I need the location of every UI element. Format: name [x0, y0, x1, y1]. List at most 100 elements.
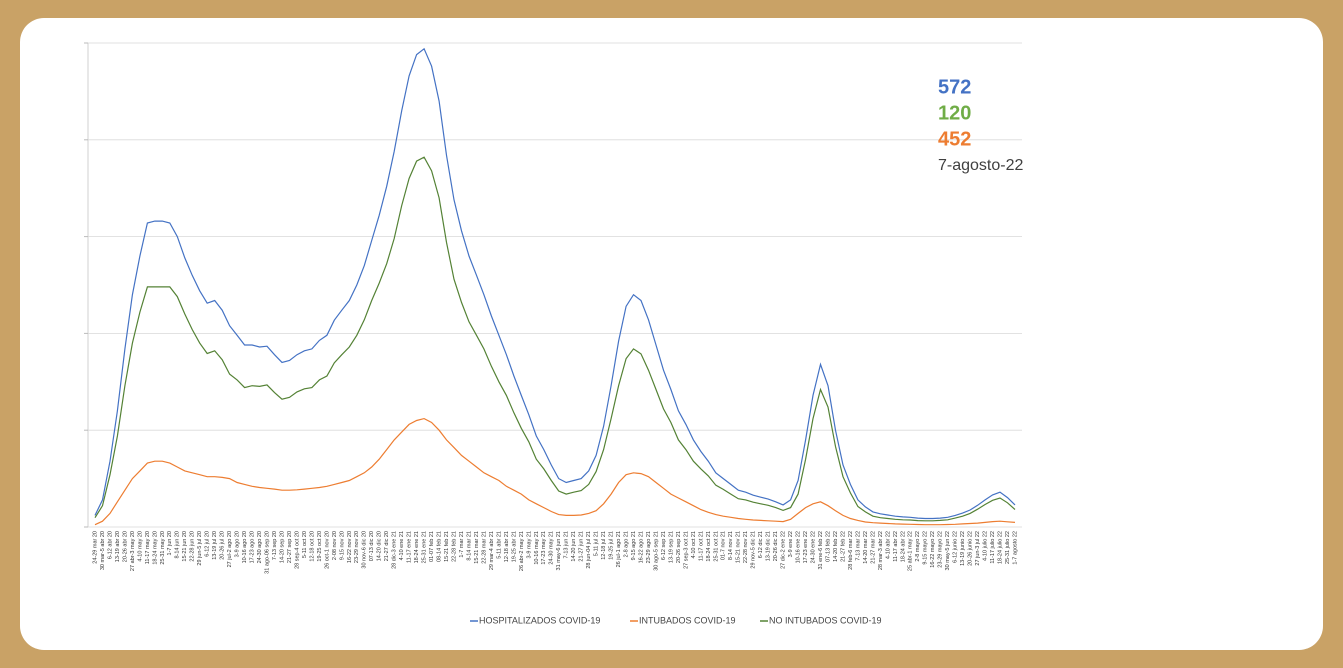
- x-tick-label: 18-24 abr 22: [900, 531, 906, 562]
- x-tick-label: 11-17 may 20: [145, 531, 151, 564]
- latest-value: 452: [938, 128, 971, 150]
- x-tick-label: 21-27 dic 20: [384, 531, 390, 561]
- x-tick-label: 19-25 jul 21: [609, 531, 615, 560]
- x-tick-label: 22-28 feb 21: [451, 531, 457, 562]
- x-tick-label: 21-27 mar 22: [870, 531, 876, 564]
- x-tick-label: 21-27 sep 20: [287, 531, 293, 563]
- legend-label: HOSPITALIZADOS COVID-19: [479, 615, 600, 625]
- x-tick-label: 4-10 abr 22: [885, 531, 891, 559]
- x-tick-label: 26 jul-1 ago 21: [616, 531, 622, 567]
- chart-panel: [20, 18, 1323, 650]
- x-tick-label: 8-14 jun 20: [175, 531, 181, 559]
- x-tick-label: 01-7 nov 21: [721, 531, 727, 560]
- x-tick-label: 2-8 ago 21: [624, 531, 630, 557]
- x-tick-label: 5-11 abr 21: [496, 531, 502, 559]
- x-tick-label: 22-28 jun 20: [190, 531, 196, 562]
- x-tick-label: 30 ago-5 sep 21: [653, 531, 659, 571]
- x-tick-label: 21-27 jun 21: [579, 531, 585, 562]
- x-tick-label: 16-22 ago 21: [638, 531, 644, 563]
- x-tick-label: 25-31 may 20: [160, 531, 166, 565]
- x-tick-label: 11-17 ene 21: [407, 531, 413, 563]
- x-tick-label: 20-26 jul 20: [220, 531, 226, 560]
- x-tick-label: 12-18 jul 21: [601, 531, 607, 560]
- x-tick-label: 13-19 sep 21: [668, 531, 674, 563]
- x-tick-label: 08-14 feb 21: [437, 531, 443, 562]
- x-tick-label: 11-17 abr 22: [893, 531, 899, 562]
- x-tick-label: 13-19 abr 20: [115, 531, 121, 562]
- x-tick-label: 19-25 oct 20: [317, 531, 323, 562]
- x-tick-label: 20-26 dic 21: [773, 531, 779, 561]
- series-line: [94, 156, 1016, 522]
- x-tick-label: 15-21 jun 20: [182, 531, 188, 562]
- x-tick-label: 8-14 nov 21: [728, 531, 734, 560]
- x-tick-label: 30 nov-6 dic 20: [362, 531, 368, 569]
- x-tick-label: 24-29 mar 20: [92, 531, 98, 564]
- x-tick-label: 13-19 jul 20: [212, 531, 218, 560]
- x-tick-label: 24-30 ene 22: [811, 531, 817, 563]
- x-tick-label: 14-20 dic 20: [377, 531, 383, 561]
- x-tick-label: 29 jun-5 jul 20: [197, 531, 203, 566]
- x-tick-label: 1-7 agosto 22: [1012, 531, 1018, 565]
- x-tick-label: 17-23 ago 20: [250, 531, 256, 563]
- x-tick-label: 29 nov-5 dic 21: [751, 531, 757, 569]
- x-tick-label: 4-10 may 20: [137, 531, 143, 562]
- x-tick-label: 16-22 nov 20: [347, 531, 353, 563]
- x-tick-label: 25 abr-1 may 22: [908, 531, 914, 571]
- x-tick-label: 12-18 abr 21: [504, 531, 510, 562]
- x-tick-label: 15-21 feb 21: [444, 531, 450, 562]
- x-tick-label: 31 may-6 jun 21: [556, 531, 562, 570]
- x-tick-label: 7-13 mar 22: [855, 531, 861, 561]
- x-tick-label: 15-21 nov 21: [736, 531, 742, 563]
- x-tick-label: 17-23 may 21: [541, 531, 547, 565]
- x-tick-label: 31 ene-6 feb 22: [818, 531, 824, 570]
- x-tick-label: 10-16 ene 22: [796, 531, 802, 563]
- x-tick-label: 18-24 may 20: [152, 531, 158, 565]
- x-tick-label: 27 jul-2 ago 20: [227, 531, 233, 567]
- x-tick-label: 17-23 ene 22: [803, 531, 809, 563]
- x-tick-label: 27 abr-3 may 20: [130, 531, 136, 571]
- x-tick-label: 14-20 sep 20: [279, 531, 285, 563]
- x-tick-label: 9-15 nov 20: [339, 531, 345, 560]
- x-tick-label: 22-28 nov 21: [743, 531, 749, 563]
- x-tick-label: 24-30 ago 20: [257, 531, 263, 563]
- x-tick-label: 12-18 oct 20: [309, 531, 315, 562]
- x-tick-label: 11-17 julio 22: [990, 531, 996, 564]
- x-tick-label: 10-16 ago 20: [242, 531, 248, 563]
- x-tick-label: 28 jun-04 jul 21: [586, 531, 592, 569]
- x-tick-label: 10-16 may 21: [534, 531, 540, 565]
- x-tick-label: 28 feb-6 mar 22: [848, 531, 854, 570]
- x-tick-label: 25-31 julio 22: [1005, 531, 1011, 564]
- x-tick-label: 14-20 feb 22: [833, 531, 839, 562]
- x-tick-label: 26 oct-1 nov 20: [324, 531, 330, 569]
- x-tick-label: 4-10 julio 22: [983, 531, 989, 561]
- x-tick-label: 19-25 abr 21: [511, 531, 517, 562]
- x-tick-label: 24-30 may 21: [549, 531, 555, 565]
- x-tick-label: 4-10 ene 21: [399, 531, 405, 560]
- x-tick-label: 8-14 mar 21: [466, 531, 472, 561]
- x-tick-label: 29 mar-4 abr 21: [489, 531, 495, 570]
- x-tick-label: 23-29 mayo 22: [938, 531, 944, 568]
- x-tick-label: 16-22 mayo 22: [930, 531, 936, 568]
- x-tick-label: 5-11 oct 20: [302, 531, 308, 558]
- x-tick-label: 3-9 may 21: [526, 531, 532, 559]
- x-tick-label: 18-24 julio 22: [997, 531, 1003, 564]
- x-tick-label: 9-15 ago 21: [631, 531, 637, 560]
- series-line: [94, 417, 1016, 526]
- latest-value: 572: [938, 76, 971, 98]
- x-tick-label: 1-7 jun 20: [167, 531, 173, 555]
- x-tick-label: 5-11 jul 21: [594, 531, 600, 556]
- x-tick-label: 20-26 abr 20: [122, 531, 128, 562]
- x-tick-label: 11-17 oct 21: [698, 531, 704, 561]
- x-tick-label: 07-13 feb 22: [825, 531, 831, 562]
- x-tick-label: 23-29 ago 21: [646, 531, 652, 563]
- legend-label: INTUBADOS COVID-19: [639, 615, 736, 625]
- x-tick-label: 6-12 jul 20: [205, 531, 211, 557]
- x-tick-label: 27 jun-3 jul 22: [975, 531, 981, 566]
- x-tick-label: 01-07 feb 21: [429, 531, 435, 562]
- x-tick-label: 15-21 mar 21: [474, 531, 480, 564]
- x-tick-label: 22-28 mar 21: [481, 531, 487, 564]
- x-tick-label: 3-9 ago 20: [235, 531, 241, 557]
- x-tick-label: 18-24 ene 21: [414, 531, 420, 563]
- x-tick-label: 23-29 nov 20: [354, 531, 360, 563]
